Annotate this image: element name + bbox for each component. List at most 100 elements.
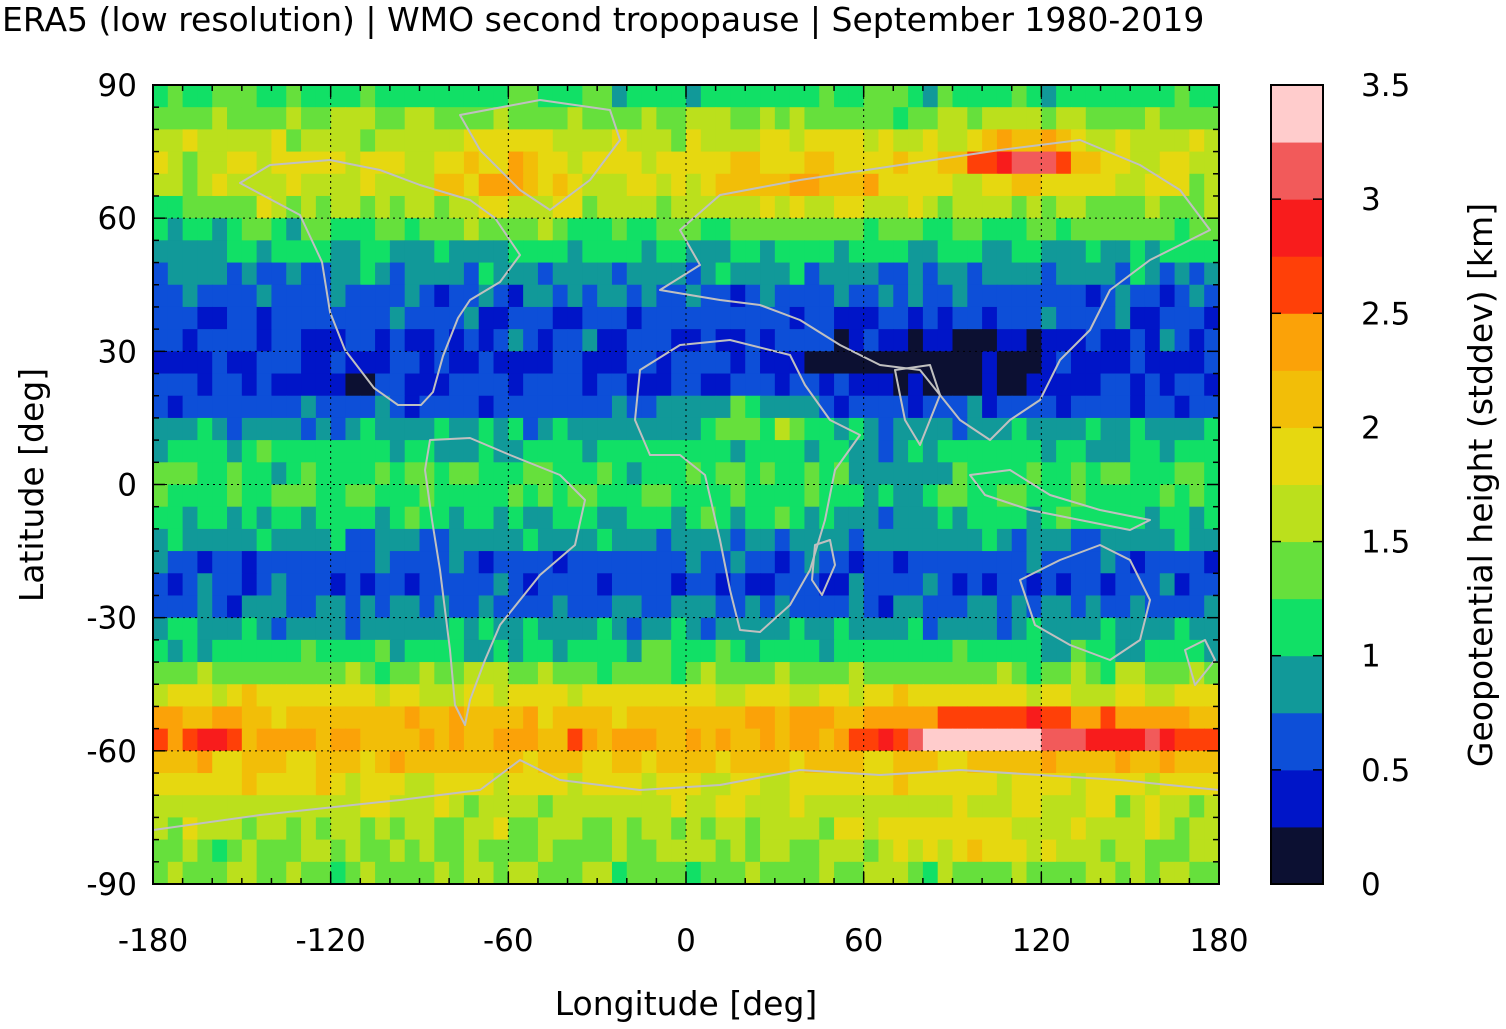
- heatmap-cell: [478, 617, 495, 641]
- heatmap-cell: [463, 262, 480, 286]
- heatmap-cell: [1011, 662, 1028, 685]
- heatmap-cell: [774, 750, 791, 774]
- heatmap-cell: [597, 484, 613, 508]
- heatmap-cell: [1204, 684, 1219, 708]
- heatmap-cell: [508, 195, 524, 219]
- heatmap-cell: [1144, 551, 1161, 574]
- heatmap-cell: [982, 151, 998, 175]
- heatmap-cell: [1011, 329, 1028, 352]
- heatmap-cell: [760, 817, 776, 841]
- heatmap-cell: [848, 484, 865, 508]
- heatmap-cell: [1056, 706, 1072, 730]
- heatmap-cell: [360, 395, 376, 419]
- heatmap-cell: [404, 329, 421, 352]
- heatmap-cell: [626, 306, 643, 330]
- heatmap-cell: [419, 595, 435, 619]
- heatmap-cell: [834, 595, 850, 619]
- heatmap-cell: [182, 85, 199, 108]
- heatmap-cell: [996, 462, 1013, 486]
- heatmap-cell: [715, 107, 732, 130]
- heatmap-cell: [804, 639, 820, 663]
- heatmap-cell: [286, 240, 302, 264]
- heatmap-cell: [153, 728, 169, 752]
- heatmap-cell: [212, 795, 228, 819]
- x-tick-label: 0: [676, 923, 696, 959]
- heatmap-cell: [626, 773, 643, 796]
- heatmap-cell: [671, 85, 687, 108]
- heatmap-cell: [345, 617, 361, 641]
- heatmap-cell: [493, 528, 509, 552]
- heatmap-cell: [834, 107, 850, 130]
- heatmap-cell: [182, 795, 199, 819]
- heatmap-cell: [937, 728, 954, 752]
- heatmap-cell: [182, 262, 199, 286]
- heatmap-cell: [671, 306, 687, 330]
- heatmap-cell: [804, 351, 820, 375]
- heatmap-cell: [863, 240, 880, 264]
- heatmap-cell: [463, 306, 480, 330]
- heatmap-cell: [1159, 728, 1176, 752]
- heatmap-cell: [952, 173, 968, 197]
- heatmap-cell: [523, 240, 539, 264]
- heatmap-cell: [1011, 861, 1028, 884]
- heatmap-cell: [760, 506, 776, 530]
- heatmap-cell: [715, 284, 732, 308]
- heatmap-cell: [463, 639, 480, 663]
- heatmap-cell: [227, 662, 243, 685]
- heatmap-cell: [1026, 728, 1042, 752]
- heatmap-cell: [389, 662, 406, 685]
- heatmap-cell: [863, 462, 880, 486]
- heatmap-cell: [449, 795, 465, 819]
- heatmap-cell: [360, 795, 376, 819]
- colorbar-segment: [1271, 598, 1323, 657]
- heatmap-cell: [212, 528, 228, 552]
- heatmap-cell: [922, 573, 939, 597]
- heatmap-cell: [863, 684, 880, 708]
- heatmap-cell: [1070, 417, 1087, 441]
- heatmap-cell: [1144, 528, 1161, 552]
- heatmap-cell: [1056, 728, 1072, 752]
- heatmap-cell: [582, 417, 598, 441]
- heatmap-cell: [715, 484, 732, 508]
- heatmap-cell: [227, 462, 243, 486]
- heatmap-cell: [1174, 129, 1190, 153]
- heatmap-cell: [671, 173, 687, 197]
- heatmap-cell: [1189, 351, 1205, 375]
- heatmap-cell: [537, 173, 554, 197]
- heatmap-cell: [878, 617, 894, 641]
- heatmap-cell: [1100, 195, 1116, 219]
- heatmap-cell: [908, 617, 924, 641]
- heatmap-cell: [153, 528, 169, 552]
- heatmap-cell: [1115, 528, 1131, 552]
- heatmap-cell: [656, 151, 672, 175]
- heatmap-cell: [419, 706, 435, 730]
- chart-title: ERA5 (low resolution) | WMO second tropo…: [2, 0, 1205, 39]
- heatmap-cell: [641, 595, 657, 619]
- heatmap-cell: [478, 284, 495, 308]
- heatmap-cell: [182, 573, 199, 597]
- heatmap-cell: [478, 240, 495, 264]
- heatmap-cell: [1174, 528, 1190, 552]
- heatmap-cell: [1130, 817, 1146, 841]
- heatmap-cell: [967, 551, 983, 574]
- heatmap-cell: [523, 440, 539, 463]
- heatmap-cell: [760, 728, 776, 752]
- heatmap-cell: [1011, 173, 1028, 197]
- heatmap-cell: [611, 107, 628, 130]
- heatmap-cell: [552, 240, 569, 264]
- heatmap-cell: [1115, 218, 1131, 241]
- heatmap-cell: [686, 218, 702, 241]
- heatmap-cell: [789, 684, 806, 708]
- heatmap-cell: [686, 440, 702, 463]
- coastlines: [153, 99, 1219, 831]
- heatmap-cell: [1026, 129, 1042, 153]
- heatmap-cell: [1144, 639, 1161, 663]
- heatmap-cell: [878, 839, 894, 863]
- heatmap-cell: [996, 329, 1013, 352]
- heatmap-cell: [567, 240, 583, 264]
- heatmap-cell: [1130, 750, 1146, 774]
- heatmap-cell: [730, 284, 746, 308]
- heatmap-cell: [419, 839, 435, 863]
- heatmap-cell: [256, 351, 273, 375]
- heatmap-cell: [967, 839, 983, 863]
